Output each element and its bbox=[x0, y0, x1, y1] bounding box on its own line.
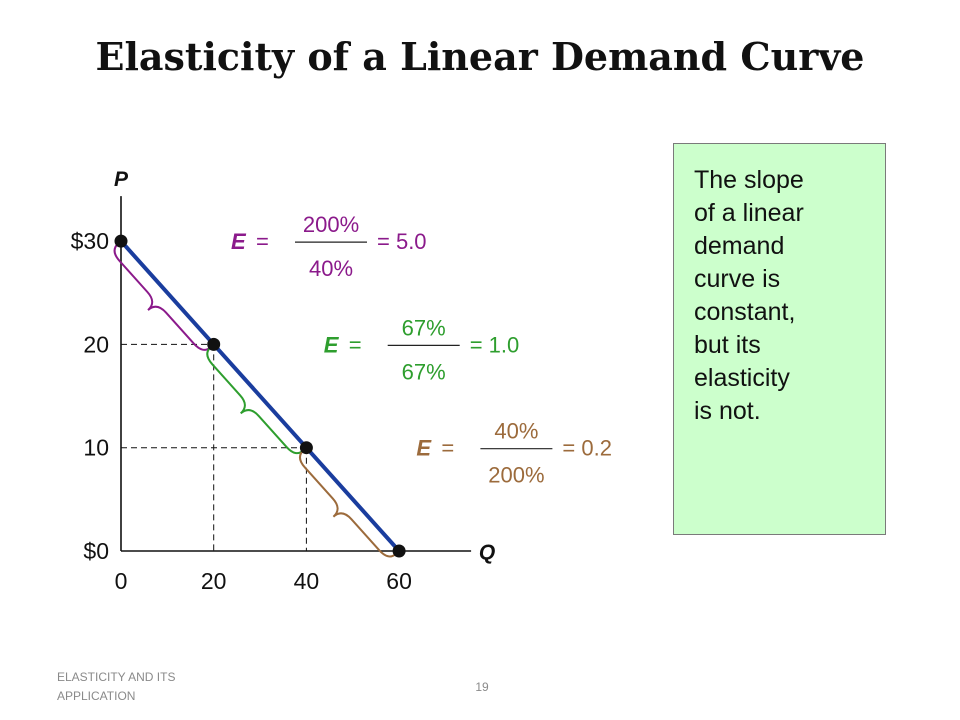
elasticity-brace-2 bbox=[299, 449, 397, 558]
elasticity-brace-0 bbox=[113, 243, 212, 351]
numerator-2: 40% bbox=[494, 419, 538, 444]
guide-lines bbox=[121, 343, 307, 551]
axes: QP bbox=[114, 168, 495, 564]
elasticity-result-1: = 1.0 bbox=[470, 332, 520, 357]
x-tick-label-3: 60 bbox=[386, 568, 412, 594]
footer-section-title: ELASTICITY AND ITS APPLICATION bbox=[57, 670, 176, 703]
x-axis-label: Q bbox=[479, 541, 495, 564]
denominator-0: 40% bbox=[309, 256, 353, 281]
elasticity-result-0: = 5.0 bbox=[377, 229, 427, 254]
data-point-1 bbox=[207, 337, 221, 351]
data-point-2 bbox=[299, 441, 313, 455]
x-tick-label-0: 0 bbox=[115, 568, 128, 594]
page-number: 19 bbox=[475, 680, 489, 694]
denominator-2: 200% bbox=[488, 463, 544, 488]
elasticity-result-2: = 0.2 bbox=[562, 436, 612, 461]
elasticity-brace-1 bbox=[206, 346, 305, 455]
data-point-0 bbox=[114, 234, 128, 248]
y-tick-label-0: $0 bbox=[83, 538, 109, 564]
equals-sign-0: = bbox=[256, 229, 269, 254]
tick-labels: 0 20 40 60 $0 10 20 $30 bbox=[71, 228, 412, 594]
y-tick-label-3: $30 bbox=[71, 228, 109, 254]
x-tick-label-2: 40 bbox=[294, 568, 320, 594]
y-tick-label-1: 10 bbox=[83, 435, 109, 461]
elasticity-equations: E = 200% 40% = 5.0 E = 67% 67% = 1.0 E = 40% 200% = 0.… bbox=[231, 212, 612, 488]
note-text: The slope of a linear demand curve is co… bbox=[694, 166, 804, 425]
demand-line bbox=[119, 239, 401, 553]
denominator-1: 67% bbox=[402, 359, 446, 384]
equals-sign-1: = bbox=[349, 332, 362, 357]
x-tick-label-1: 20 bbox=[201, 568, 227, 594]
elasticity-label-0: E bbox=[231, 229, 247, 254]
y-tick-label-2: 20 bbox=[83, 331, 109, 357]
numerator-0: 200% bbox=[303, 212, 359, 237]
numerator-1: 67% bbox=[402, 315, 446, 340]
elasticity-braces bbox=[113, 243, 397, 558]
elasticity-label-2: E bbox=[416, 436, 432, 461]
data-point-3 bbox=[392, 544, 406, 558]
note-box: The slope of a linear demand curve is co… bbox=[673, 143, 886, 535]
equals-sign-2: = bbox=[441, 436, 454, 461]
slide-title: Elasticity of a Linear Demand Curve bbox=[95, 34, 865, 79]
y-axis-label: P bbox=[114, 168, 129, 191]
elasticity-label-1: E bbox=[324, 332, 340, 357]
demand-curve bbox=[114, 234, 406, 558]
